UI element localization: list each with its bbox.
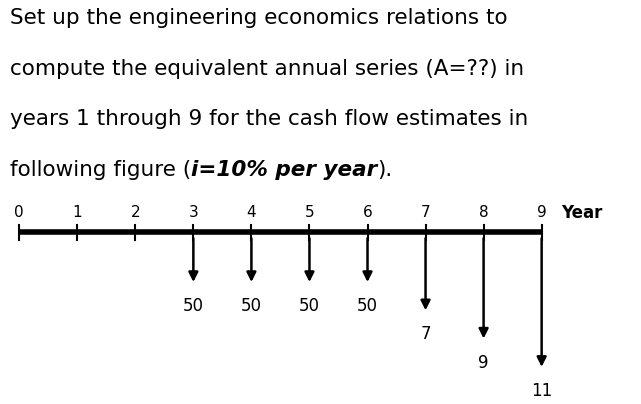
Text: 3: 3 [188, 205, 198, 220]
Text: Year: Year [561, 204, 603, 222]
Text: 0: 0 [14, 205, 24, 220]
Text: ).: ). [377, 160, 392, 180]
Text: 7: 7 [420, 325, 431, 343]
Text: 8: 8 [479, 205, 488, 220]
Text: 2: 2 [131, 205, 140, 220]
Text: 5: 5 [304, 205, 314, 220]
Text: 9: 9 [478, 354, 489, 372]
Text: 11: 11 [531, 382, 553, 400]
Text: 4: 4 [247, 205, 256, 220]
Text: 1: 1 [72, 205, 82, 220]
Text: i=10% per year: i=10% per year [191, 160, 377, 180]
Text: 50: 50 [183, 297, 204, 315]
Text: compute the equivalent annual series (A=??) in: compute the equivalent annual series (A=… [10, 59, 524, 79]
Text: 50: 50 [299, 297, 320, 315]
Text: following figure (: following figure ( [10, 160, 191, 180]
Text: 6: 6 [363, 205, 372, 220]
Text: 7: 7 [420, 205, 430, 220]
Text: years 1 through 9 for the cash flow estimates in: years 1 through 9 for the cash flow esti… [10, 109, 528, 129]
Text: Set up the engineering economics relations to: Set up the engineering economics relatio… [10, 8, 507, 28]
Text: 50: 50 [357, 297, 378, 315]
Text: 50: 50 [241, 297, 262, 315]
Text: 9: 9 [537, 205, 547, 220]
